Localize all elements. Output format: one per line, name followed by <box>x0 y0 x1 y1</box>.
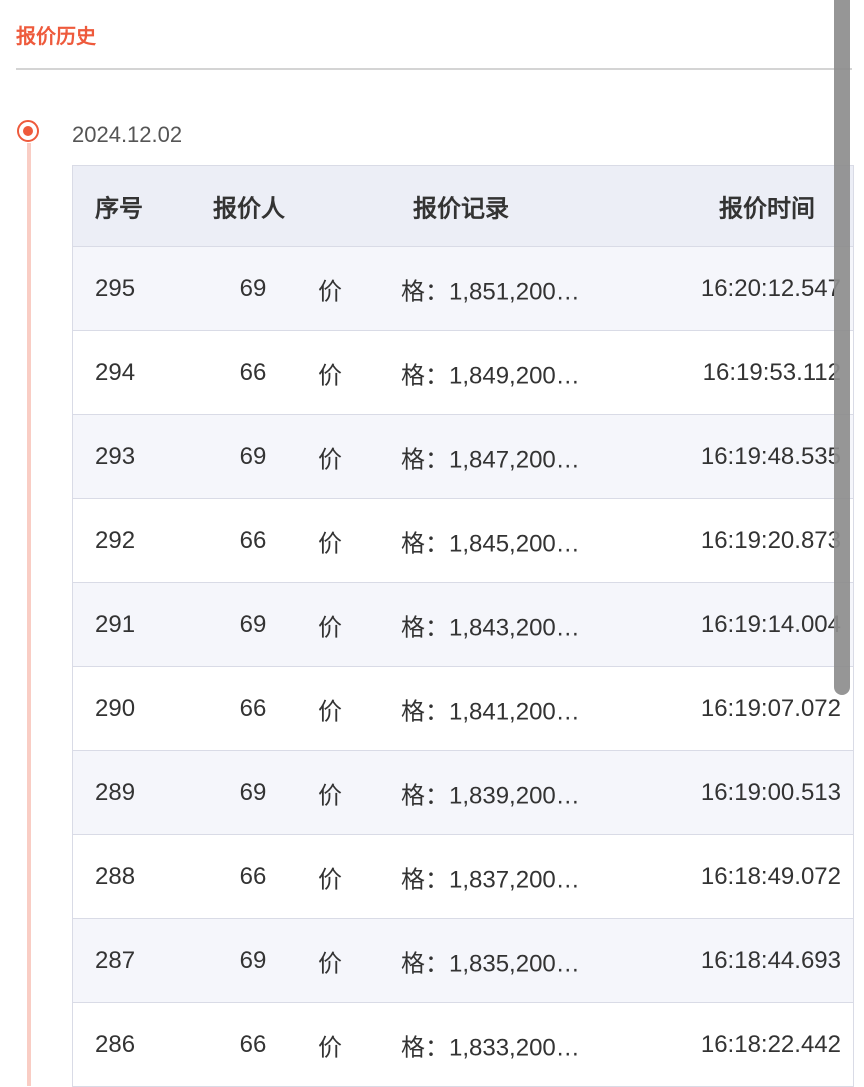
row-time: 16:19:07.072 <box>700 694 841 722</box>
row-bidder: 66 <box>239 358 267 386</box>
row-price-label-a: 价 <box>318 782 342 809</box>
row-number: 291 <box>95 610 136 638</box>
section-title: 报价历史 <box>16 26 96 48</box>
row-price: 格：1,837,200… <box>401 859 580 894</box>
row-price-label-a: 价 <box>318 278 342 305</box>
row-bidder: 69 <box>239 610 267 638</box>
row-number: 287 <box>95 946 136 974</box>
row-price-value: 1,851,200… <box>449 278 580 305</box>
row-price-label-a: 价 <box>318 362 342 389</box>
timeline-date: 2024.12.02 <box>72 122 183 147</box>
row-bidder: 69 <box>239 274 267 302</box>
table-row: 287 69 价 格：1,835,200… 16:18:44.693 <box>73 919 853 1003</box>
row-number: 288 <box>95 862 136 890</box>
row-bidder: 66 <box>239 862 267 890</box>
table-row: 288 66 价 格：1,837,200… 16:18:49.072 <box>73 835 853 919</box>
timeline-line <box>27 143 31 1086</box>
row-price-label-b: 格： <box>401 278 449 305</box>
row-price: 格：1,841,200… <box>401 691 580 726</box>
row-price-label-b: 格： <box>401 614 449 641</box>
row-time: 16:18:44.693 <box>700 946 841 974</box>
row-price-value: 1,839,200… <box>449 782 580 809</box>
row-price: 格：1,843,200… <box>401 607 580 642</box>
row-price-value: 1,835,200… <box>449 950 580 977</box>
row-time: 16:20:12.547 <box>700 274 841 302</box>
row-bidder: 69 <box>239 778 267 806</box>
table-row: 286 66 价 格：1,833,200… 16:18:22.442 <box>73 1003 853 1087</box>
row-price-value: 1,849,200… <box>449 362 580 389</box>
column-header-time: 报价时间 <box>719 195 815 223</box>
row-number: 292 <box>95 526 136 554</box>
column-header-record: 报价记录 <box>413 195 509 223</box>
row-price: 格：1,833,200… <box>401 1027 580 1062</box>
row-price-label-b: 格： <box>401 362 449 389</box>
row-time: 16:19:20.873 <box>700 526 841 554</box>
row-number: 289 <box>95 778 136 806</box>
row-price-label-a: 价 <box>318 530 342 557</box>
row-price-value: 1,843,200… <box>449 614 580 641</box>
timeline-dot-icon <box>17 120 39 142</box>
row-price-label-a: 价 <box>318 1034 342 1061</box>
row-price-label-b: 格： <box>401 698 449 725</box>
row-price-label-b: 格： <box>401 866 449 893</box>
table-row: 289 69 价 格：1,839,200… 16:19:00.513 <box>73 751 853 835</box>
row-price-value: 1,841,200… <box>449 698 580 725</box>
row-price-label-a: 价 <box>318 614 342 641</box>
row-price-label-b: 格： <box>401 1034 449 1061</box>
row-price-value: 1,845,200… <box>449 530 580 557</box>
row-number: 290 <box>95 694 136 722</box>
row-bidder: 69 <box>239 946 267 974</box>
row-price-label-b: 格： <box>401 530 449 557</box>
row-number: 295 <box>95 274 136 302</box>
row-price: 格：1,847,200… <box>401 439 580 474</box>
table-row: 292 66 价 格：1,845,200… 16:19:20.873 <box>73 499 853 583</box>
table-header: 序号 报价人 报价记录 报价时间 <box>73 166 853 247</box>
row-bidder: 66 <box>239 1030 267 1058</box>
row-price: 格：1,835,200… <box>401 943 580 978</box>
bid-history-table: 序号 报价人 报价记录 报价时间 295 69 价格：1,851,200… 16:20… <box>72 165 854 1087</box>
table-row: 293 69 价 格：1,847,200… 16:19:48.535 <box>73 415 853 499</box>
row-price: 格：1,849,200… <box>401 355 580 390</box>
row-price-value: 1,847,200… <box>449 446 580 473</box>
row-price: 格：1,845,200… <box>401 523 580 558</box>
column-header-no: 序号 <box>95 195 143 223</box>
table-row: 291 69 价 格：1,843,200… 16:19:14.004 <box>73 583 853 667</box>
row-number: 293 <box>95 442 136 470</box>
divider <box>16 68 852 70</box>
column-header-bidder: 报价人 <box>213 195 285 223</box>
scrollbar[interactable] <box>834 0 850 695</box>
row-bidder: 66 <box>239 694 267 722</box>
row-number: 294 <box>95 358 136 386</box>
row-number: 286 <box>95 1030 136 1058</box>
row-price: 格：1,839,200… <box>401 775 580 810</box>
row-price-label-a: 价 <box>318 446 342 473</box>
table-row: 295 69 价 格：1,851,200… 16:20:12.547 <box>73 247 853 331</box>
row-price: 格：1,851,200… <box>401 271 580 306</box>
row-price-value: 1,837,200… <box>449 866 580 893</box>
row-price-label-b: 格： <box>401 950 449 977</box>
row-time: 16:19:00.513 <box>700 778 841 806</box>
row-time: 16:19:48.535 <box>700 442 841 470</box>
row-time: 16:18:49.072 <box>700 862 841 890</box>
table-row: 290 66 价 格：1,841,200… 16:19:07.072 <box>73 667 853 751</box>
row-time: 16:19:53.112 <box>702 358 841 386</box>
row-price-label-b: 格： <box>401 446 449 473</box>
row-time: 16:19:14.004 <box>700 610 841 638</box>
row-price-value: 1,833,200… <box>449 1034 580 1061</box>
row-price-label-a: 价 <box>318 866 342 893</box>
row-bidder: 69 <box>239 442 267 470</box>
row-bidder: 66 <box>239 526 267 554</box>
table-row: 294 66 价 格：1,849,200… 16:19:53.112 <box>73 331 853 415</box>
row-time: 16:18:22.442 <box>700 1030 841 1058</box>
row-price-label-b: 格： <box>401 782 449 809</box>
row-price-label-a: 价 <box>318 698 342 725</box>
row-price-label-a: 价 <box>318 950 342 977</box>
